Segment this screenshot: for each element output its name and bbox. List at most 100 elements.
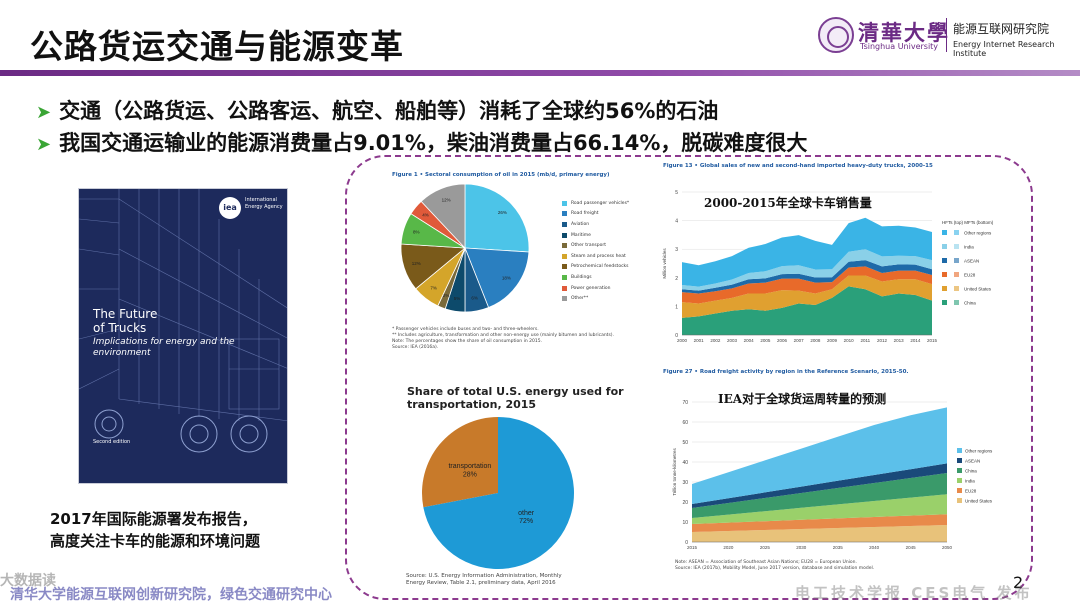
y-axis-label: Trillion tonne-kilometres — [672, 447, 677, 495]
freight-figure-notes: Note: ASEAN = Association of Southeast A… — [675, 560, 955, 572]
legend-swatch — [562, 274, 567, 280]
oil-note-2: ** Includes agriculture, transformation … — [392, 333, 614, 338]
pie-label: 12% — [442, 198, 451, 203]
legend-swatch — [942, 258, 947, 263]
figures-frame — [345, 155, 1033, 600]
legend-label: ASEAN — [965, 459, 980, 464]
x-tick-label: 2005 — [760, 338, 771, 343]
freight-note-1: Note: ASEAN = Association of Southeast A… — [675, 560, 857, 565]
area-series-united-states — [692, 525, 947, 542]
watermark-left: 大数据读 — [0, 573, 56, 589]
freight-figure-label: Figure 27 • Road freight activity by reg… — [663, 369, 909, 375]
x-tick-label: 2035 — [833, 545, 844, 550]
slide-title: 公路货运交通与能源变革 — [30, 27, 404, 66]
legend-label: Petrochemical feedstocks — [571, 264, 629, 270]
area-series-india — [692, 494, 947, 524]
legend-swatch — [942, 300, 947, 305]
x-tick-label: 2000 — [677, 338, 688, 343]
legend-item: Other** — [562, 293, 629, 304]
bullet-2: ➤ 我国交通运输业的能源消费量占9.01%，柴油消费量占66.14%，脱碳难度很大 — [36, 127, 807, 157]
y-axis-label: Million vehicles — [662, 248, 667, 279]
pie-label: 2% — [443, 293, 450, 298]
x-tick-label: 2013 — [894, 338, 905, 343]
pie-label: 6% — [471, 295, 478, 300]
legend-swatch — [954, 286, 959, 291]
cover-edition: Second edition — [93, 439, 131, 445]
legend-label: Steam and process heat — [571, 253, 626, 259]
legend-swatch — [954, 258, 959, 263]
legend-label: Other** — [571, 296, 589, 302]
x-tick-label: 2011 — [860, 338, 870, 343]
pie-slice-other- — [420, 183, 466, 250]
university-en: Tsinghua University — [860, 42, 939, 51]
oil-note-4: Source: IEA (2016a). — [392, 345, 439, 350]
x-tick-label: 2010 — [844, 338, 855, 343]
legend-item: Power generation — [562, 283, 629, 294]
iea-logo-icon: iea — [219, 197, 241, 219]
x-tick-label: 2040 — [869, 545, 880, 550]
legend-swatch — [942, 230, 947, 235]
legend-swatch — [562, 232, 567, 238]
pie-label: 8% — [413, 229, 420, 234]
truck-legend-header: HFTs (top) MFTs (bottom) — [942, 220, 994, 225]
oil-consumption-pie: 26% 18% 6% 5% 2% 7% 12% 8% 4% 12% — [400, 183, 530, 313]
legend-swatch — [562, 221, 567, 227]
legend-label: United States — [965, 499, 993, 504]
caption-line-2: 高度关注卡车的能源和环境问题 — [50, 532, 261, 550]
area-series-other-regions — [692, 407, 947, 504]
watermark-bottom-right: 电工技术学报 CES电气 发布 — [795, 584, 1033, 602]
area-series-eu28 — [692, 514, 947, 532]
legend-swatch — [562, 200, 567, 206]
pie-label: other 72% — [518, 510, 535, 525]
x-tick-label: 2007 — [794, 338, 805, 343]
oil-figure-notes: * Passenger vehicles include buses and t… — [392, 327, 632, 351]
legend-swatch — [562, 264, 567, 270]
oil-note-1: * Passenger vehicles include buses and t… — [392, 327, 539, 332]
legend-label: EU28 — [965, 489, 977, 494]
oil-figure-label: Figure 1 • Sectoral consumption of oil i… — [392, 172, 610, 178]
us-figure-title: Share of total U.S. energy used for tran… — [407, 385, 624, 411]
legend-swatch — [942, 244, 947, 249]
x-tick-label: 2008 — [810, 338, 821, 343]
pie-label: transportation 28% — [448, 463, 491, 478]
legend-item: Petrochemical feedstocks — [562, 262, 629, 273]
pie-label: 18% — [502, 275, 511, 280]
legend-swatch — [942, 272, 947, 277]
legend-label: Buildings — [571, 274, 592, 280]
legend-swatch — [954, 230, 959, 235]
x-tick-label: 2014 — [910, 338, 921, 343]
pie-slice-road-freight — [464, 247, 530, 309]
truck-sales-area-chart: 0 1 2 3 4 5 2000 2001 2002 2003 2004 2005 2006 2007 20… — [662, 190, 994, 343]
oil-note-3: Note: The percentages show the share of … — [392, 339, 543, 344]
legend-label: Road passenger vehicles* — [571, 200, 630, 206]
pie-label: 26% — [498, 210, 507, 215]
legend-swatch — [562, 243, 567, 249]
legend-item: Road freight — [562, 209, 629, 220]
logo-divider — [946, 18, 947, 52]
legend-label: Other regions — [964, 231, 992, 236]
x-tick-label: 2012 — [877, 338, 888, 343]
legend-label: China — [964, 301, 976, 306]
x-tick-label: 2015 — [927, 338, 938, 343]
legend-swatch — [942, 286, 947, 291]
x-tick-label: 2001 — [694, 338, 705, 343]
legend-swatch — [954, 244, 959, 249]
area-series-china — [692, 473, 947, 518]
area-series-united-states — [682, 275, 932, 318]
pie-label: 5% — [454, 296, 461, 301]
pie-label: 4% — [422, 213, 429, 218]
us-figure-source: Source: U.S. Energy Information Administ… — [406, 573, 562, 586]
us-title-line1: Share of total U.S. energy used for — [407, 385, 624, 398]
cover-title: The Future of Trucks — [93, 307, 263, 335]
legend-item: Other transport — [562, 240, 629, 251]
university-name: 清華大學 — [858, 20, 950, 45]
bullet-1: ➤ 交通（公路货运、公路客运、航空、船舶等）消耗了全球约56%的石油 — [36, 95, 718, 125]
y-tick-label: 0 — [675, 333, 678, 339]
arrow-bullet-icon: ➤ — [36, 134, 52, 155]
pie-slice-other — [423, 417, 574, 569]
x-tick-label: 2015 — [687, 545, 698, 550]
y-tick-label: 50 — [682, 440, 688, 446]
cover-subtitle: Implications for energy and the environm… — [93, 337, 235, 358]
legend-label: United States — [964, 287, 992, 292]
